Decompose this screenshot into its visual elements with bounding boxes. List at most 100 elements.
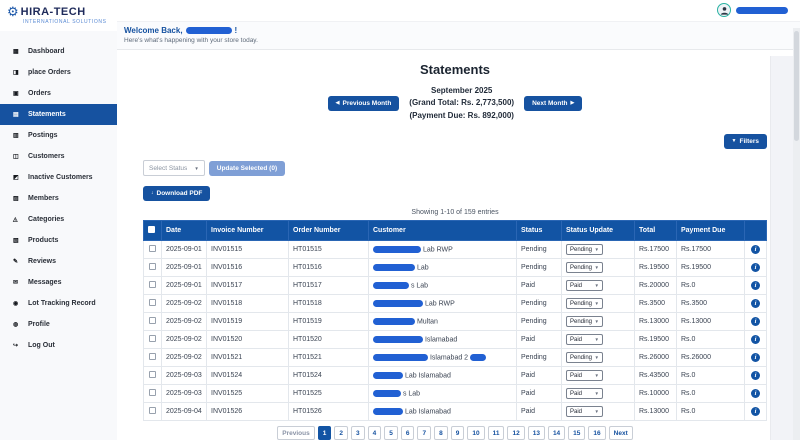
row-checkbox[interactable]: [149, 353, 156, 360]
row-checkbox[interactable]: [149, 317, 156, 324]
customer-cell: Lab RWP: [368, 240, 517, 259]
update-selected-button[interactable]: Update Selected (0): [208, 160, 286, 176]
info-icon[interactable]: i: [751, 263, 760, 272]
pagination-page-2[interactable]: 2: [334, 426, 348, 440]
info-icon[interactable]: i: [751, 281, 760, 290]
info-icon[interactable]: i: [751, 407, 760, 416]
pagination-page-1[interactable]: 1: [317, 426, 332, 440]
pagination-page-14[interactable]: 14: [547, 426, 566, 440]
pagination-page-11[interactable]: 11: [487, 426, 505, 440]
info-icon[interactable]: i: [751, 335, 760, 344]
sidebar-item-inactive-customers[interactable]: ◩ Inactive Customers: [0, 167, 117, 188]
select-status-dropdown[interactable]: Select Status ▼: [143, 160, 205, 176]
status-update-select[interactable]: Paid ▼: [566, 388, 603, 399]
download-pdf-button[interactable]: ↓ Download PDF: [143, 186, 211, 201]
customer-name-redacted: [373, 263, 415, 271]
customer-name-redacted: [373, 407, 403, 415]
row-checkbox[interactable]: [149, 371, 156, 378]
status-update-select[interactable]: Pending ▼: [566, 244, 603, 255]
vertical-scrollbar[interactable]: [793, 28, 800, 440]
brand-tagline: INTERNATIONAL SOLUTIONS: [23, 19, 107, 25]
pagination-next-button[interactable]: Next: [608, 426, 633, 440]
status-update-cell: Pending ▼: [561, 294, 635, 313]
invoice-number-cell: INV01525: [206, 384, 289, 403]
sidebar-item-statements[interactable]: ▤ Statements: [0, 104, 117, 125]
pagination-page-8[interactable]: 8: [434, 426, 448, 440]
info-icon[interactable]: i: [751, 245, 760, 254]
topbar: [117, 0, 800, 21]
status-update-select[interactable]: Paid ▼: [566, 406, 603, 417]
customer-name-redacted: [373, 317, 415, 325]
sidebar-item-label: Statements: [28, 111, 66, 118]
status-update-select[interactable]: Pending ▼: [566, 298, 603, 309]
sidebar-item-orders[interactable]: ▣ Orders: [0, 83, 117, 104]
status-update-select[interactable]: Paid ▼: [566, 370, 603, 381]
sidebar-item-profile[interactable]: ◍ Profile: [0, 314, 117, 335]
pagination-page-12[interactable]: 12: [507, 426, 525, 440]
sidebar-item-reviews[interactable]: ✎ Reviews: [0, 251, 117, 272]
info-icon[interactable]: i: [751, 317, 760, 326]
sidebar-item-products[interactable]: ▧ Products: [0, 230, 117, 251]
order-number-cell: HT01524: [288, 366, 369, 385]
pagination-page-9[interactable]: 9: [450, 426, 465, 440]
total-cell: Rs.13000: [634, 312, 677, 331]
status-update-select[interactable]: Pending ▼: [566, 316, 603, 327]
customer-cell: s Lab: [368, 276, 517, 295]
info-icon[interactable]: i: [751, 389, 760, 398]
status-update-select[interactable]: Paid ▼: [566, 280, 603, 291]
filters-button[interactable]: ▼ Filters: [723, 134, 767, 149]
sidebar-item-dashboard[interactable]: ▦ Dashboard: [0, 41, 117, 62]
pagination-page-6[interactable]: 6: [400, 426, 415, 440]
pagination-page-3[interactable]: 3: [350, 426, 365, 440]
select-all-checkbox[interactable]: [148, 226, 155, 233]
sidebar-item-categories[interactable]: ◬ Categories: [0, 209, 117, 230]
row-checkbox[interactable]: [149, 263, 156, 270]
pagination-page-13[interactable]: 13: [527, 426, 545, 440]
info-icon[interactable]: i: [751, 371, 760, 380]
row-checkbox[interactable]: [149, 407, 156, 414]
previous-month-button[interactable]: ◀ Previous Month: [327, 95, 400, 111]
row-select-cell: [143, 366, 162, 385]
row-select-cell: [143, 294, 162, 313]
row-checkbox[interactable]: [149, 281, 156, 288]
payment-due-cell: Rs.0: [676, 402, 745, 421]
row-checkbox[interactable]: [149, 389, 156, 396]
next-month-button[interactable]: Next Month ▶: [524, 95, 583, 111]
status-update-select[interactable]: Paid ▼: [566, 334, 603, 345]
info-icon[interactable]: i: [751, 299, 760, 308]
info-icon[interactable]: i: [751, 353, 760, 362]
sidebar-item-place-orders[interactable]: ◨ place Orders: [0, 62, 117, 83]
invoice-number-cell: INV01520: [206, 330, 289, 349]
status-update-select[interactable]: Pending ▼: [566, 262, 603, 273]
customer-name-redacted: [373, 353, 428, 361]
dashboard-icon: ▦: [13, 49, 19, 55]
sidebar-item-members[interactable]: ▨ Members: [0, 188, 117, 209]
scrollbar-thumb[interactable]: [794, 31, 799, 141]
status-cell: Pending: [516, 258, 562, 277]
pagination-page-5[interactable]: 5: [384, 426, 398, 440]
sidebar-item-postings[interactable]: ▥ Postings: [0, 125, 117, 146]
sidebar-nav: ▦ Dashboard ◨ place Orders ▣ Orders ▤ Statement…: [0, 31, 117, 356]
status-update-select[interactable]: Pending ▼: [566, 352, 603, 363]
sidebar-item-lot-tracking-record[interactable]: ◉ Lot Tracking Record: [0, 293, 117, 314]
brand-logo: ⚙ HIRA-TECH INTERNATIONAL SOLUTIONS: [0, 0, 117, 31]
info-cell: i: [744, 240, 767, 259]
pagination-page-7[interactable]: 7: [417, 426, 432, 440]
arrow-left-circle-icon: ◀: [335, 99, 340, 106]
sidebar-item-customers[interactable]: ◫ Customers: [0, 146, 117, 167]
pagination-page-4[interactable]: 4: [367, 426, 382, 440]
row-checkbox[interactable]: [149, 299, 156, 306]
status-cell: Pending: [516, 348, 562, 367]
pagination-previous-button[interactable]: Previous: [277, 426, 315, 440]
pagination-page-15[interactable]: 15: [568, 426, 586, 440]
sidebar-item-messages[interactable]: ✉ Messages: [0, 272, 117, 293]
pagination-page-16[interactable]: 16: [588, 426, 606, 440]
customer-name-redacted: [373, 371, 403, 379]
sidebar-item-log-out[interactable]: ↪ Log Out: [0, 335, 117, 356]
row-checkbox[interactable]: [149, 335, 156, 342]
row-checkbox[interactable]: [149, 245, 156, 252]
user-avatar[interactable]: [717, 3, 731, 18]
pagination-page-10[interactable]: 10: [467, 426, 485, 440]
welcome-exclamation: !: [234, 25, 238, 35]
username-redacted[interactable]: [736, 6, 788, 14]
